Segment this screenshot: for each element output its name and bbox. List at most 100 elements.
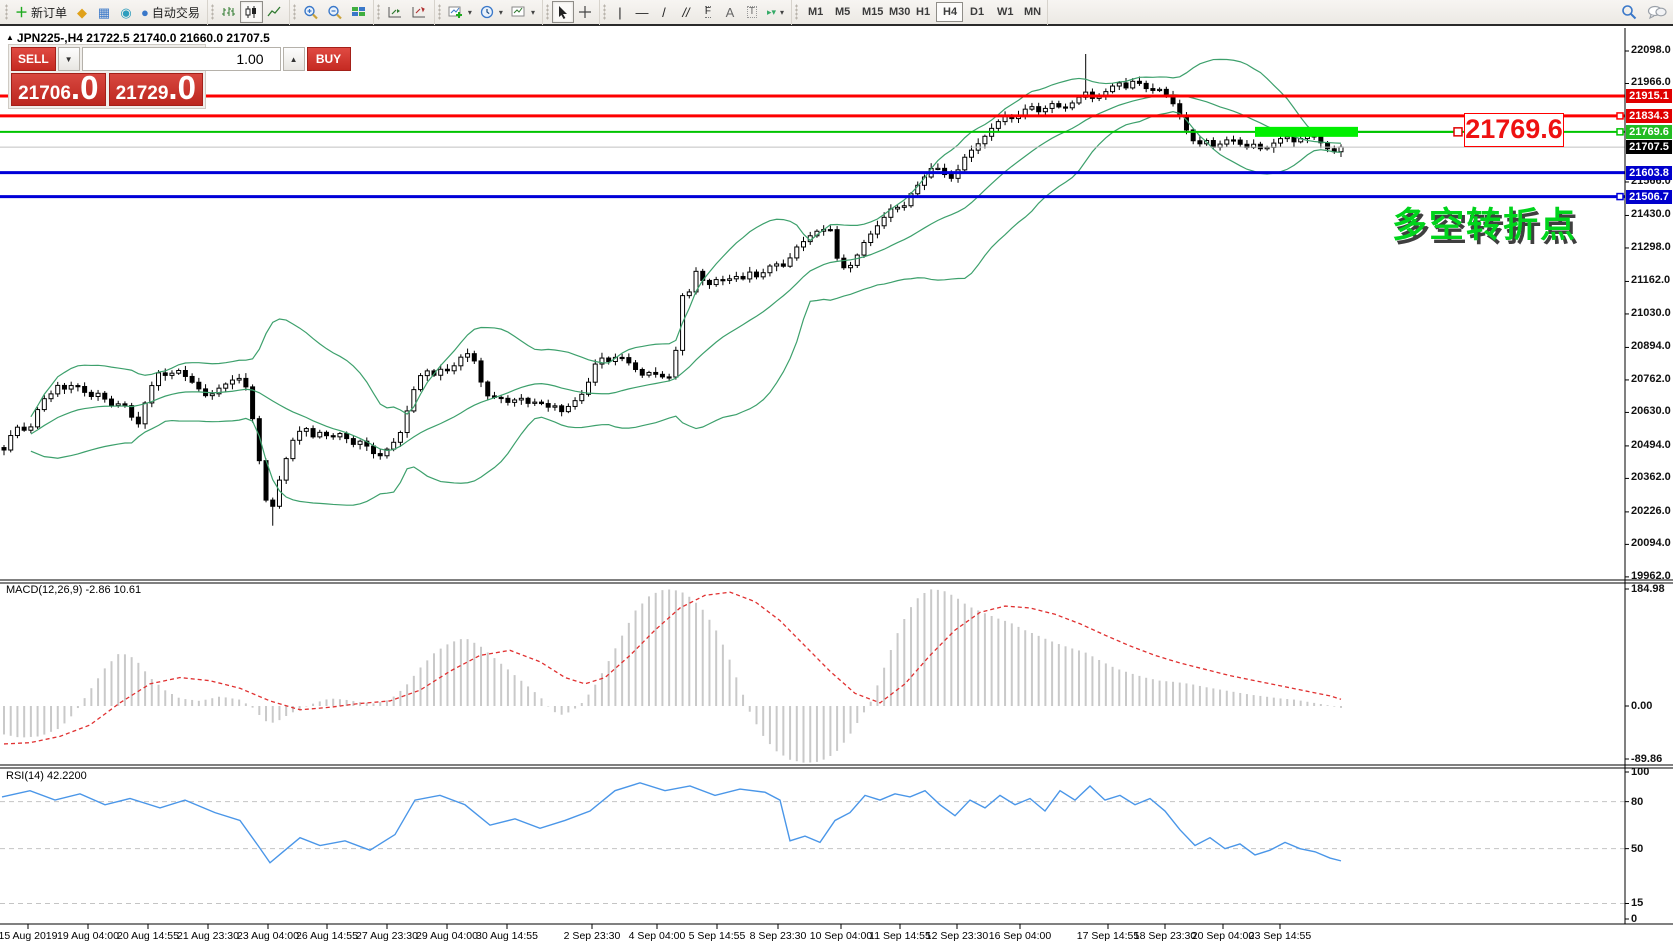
- macd-scale-label: -89.86: [1631, 753, 1663, 765]
- zoom-in-button[interactable]: [299, 1, 323, 23]
- crosshair-icon: [578, 6, 591, 18]
- price-level-badge: 21506.7: [1626, 189, 1672, 204]
- timeframe-m30-button[interactable]: M30: [882, 2, 910, 22]
- text-label-icon: T: [746, 6, 757, 18]
- time-axis-label: 16 Sep 04:00: [988, 930, 1052, 942]
- rsi-scale-label: 50: [1631, 842, 1644, 855]
- auto-scroll-button[interactable]: [383, 1, 407, 23]
- collapse-icon[interactable]: ▲: [6, 33, 14, 42]
- price-level-badge: 21769.6: [1626, 124, 1672, 139]
- candlestick-chart-button[interactable]: [239, 1, 263, 23]
- price-level-badge: 21834.3: [1626, 108, 1672, 123]
- rsi-scale-label: 15: [1631, 897, 1644, 910]
- timeframe-m1-button[interactable]: M1: [801, 2, 828, 22]
- tile-windows-icon: [351, 7, 365, 16]
- timeframe-h4-button[interactable]: H4: [936, 2, 964, 22]
- time-axis-label: 8 Sep 23:30: [749, 930, 807, 942]
- toolbar-group-chart-type: [208, 0, 290, 25]
- rsi-pane: [0, 782, 1625, 904]
- toolbar-group-timeframes: M1 M5 M15 M30 H1 H4 D1 W1 MN: [792, 0, 1049, 25]
- horizontal-line-icon: —: [635, 4, 649, 20]
- signals-button[interactable]: ◉: [115, 1, 137, 23]
- templates-button[interactable]: ▾: [507, 1, 539, 23]
- time-axis-label: 29 Aug 04:00: [416, 930, 478, 942]
- price-tick-label: 20894.0: [1631, 340, 1671, 353]
- price-callout-label[interactable]: 21769.6: [1464, 113, 1564, 147]
- volume-input[interactable]: [81, 47, 281, 71]
- volume-up-button[interactable]: ▲: [282, 47, 305, 71]
- toolbar: ＋ 新订单 ◆ ▦ ◉ ● 自动交易: [0, 0, 1673, 26]
- arrows-button[interactable]: ▸▾ ▾: [763, 1, 788, 23]
- price-tick-label: 20762.0: [1631, 372, 1671, 385]
- text-label-button[interactable]: T: [741, 1, 763, 23]
- timeframe-h1-button[interactable]: H1: [909, 2, 936, 22]
- time-axis-label: 15 Aug 2019: [0, 930, 58, 942]
- cursor-button[interactable]: [551, 1, 574, 23]
- horizontal-line-button[interactable]: —: [631, 1, 653, 23]
- autotrade-button[interactable]: ● 自动交易: [137, 1, 204, 23]
- price-tick-label: 21966.0: [1631, 76, 1671, 89]
- new-order-icon: ＋: [15, 4, 29, 20]
- vertical-line-icon: |: [618, 4, 622, 20]
- price-tick-label: 21162.0: [1631, 274, 1671, 287]
- templates-icon: [511, 6, 525, 17]
- add-indicator-icon: [448, 6, 462, 18]
- line-chart-button[interactable]: [263, 1, 286, 23]
- signals-icon: ◉: [120, 4, 132, 20]
- auto-scroll-icon: [388, 7, 401, 18]
- sell-price-main: 21706: [18, 83, 71, 104]
- timeframe-m15-button[interactable]: M15: [855, 2, 883, 22]
- channel-button[interactable]: //: [675, 1, 697, 23]
- price-tick-label: 21430.0: [1631, 208, 1671, 221]
- new-order-button[interactable]: ＋ 新订单: [11, 1, 71, 23]
- bull-bear-turning-point-annotation[interactable]: 多空转折点: [1392, 206, 1578, 245]
- timeframe-w1-button[interactable]: W1: [990, 2, 1017, 22]
- periods-caret: ▾: [498, 7, 503, 17]
- price-tick-label: 20094.0: [1631, 537, 1671, 550]
- navigator-button[interactable]: ▦: [93, 1, 115, 23]
- trendline-icon: /: [662, 4, 666, 20]
- chat-icon[interactable]: [1647, 5, 1667, 20]
- chart-shift-button[interactable]: [407, 1, 431, 23]
- buy-price-main: 21729: [115, 83, 169, 104]
- market-watch-button[interactable]: ◆: [71, 1, 93, 23]
- rsi-scale-label: 80: [1631, 795, 1644, 808]
- timeframe-d1-button[interactable]: D1: [963, 2, 990, 22]
- volume-down-button[interactable]: ▼: [57, 47, 80, 71]
- sell-price-button[interactable]: 21706 .0: [11, 71, 106, 106]
- buy-button[interactable]: BUY: [306, 47, 351, 71]
- toolbar-group-cursor: [543, 0, 600, 25]
- tile-windows-button[interactable]: [347, 1, 370, 23]
- trendline-button[interactable]: /: [653, 1, 675, 23]
- time-axis-label: 11 Sep 14:55: [869, 930, 931, 942]
- macd-scale-label: 184.98: [1631, 583, 1665, 595]
- bar-chart-button[interactable]: [217, 1, 240, 23]
- toolbar-group-profiles: [374, 0, 435, 25]
- vertical-line-button[interactable]: |: [609, 1, 631, 23]
- sell-button[interactable]: SELL: [11, 47, 56, 71]
- market-watch-icon: ◆: [77, 4, 88, 20]
- periods-button[interactable]: ▾: [476, 1, 507, 23]
- zoom-out-button[interactable]: [323, 1, 347, 23]
- fibonacci-button[interactable]: F: [697, 1, 719, 23]
- timeframe-mn-button[interactable]: MN: [1017, 2, 1044, 22]
- price-tick-label: 21030.0: [1631, 306, 1671, 319]
- buy-price-button[interactable]: 21729 .0: [108, 71, 203, 106]
- time-axis-label: 4 Sep 04:00: [628, 930, 686, 942]
- time-axis-label: 26 Aug 14:55: [296, 930, 358, 942]
- toolbar-group-objects: | — / // F A T ▸▾ ▾: [600, 0, 793, 25]
- bar-chart-icon: [221, 7, 235, 16]
- chart-title-text: JPN225-,H4 21722.5 21740.0 21660.0 21707…: [16, 31, 270, 45]
- text-button[interactable]: A: [719, 1, 741, 23]
- templates-caret: ▾: [530, 7, 535, 17]
- arrows-icon: ▸▾: [766, 6, 776, 17]
- timeframe-m5-button[interactable]: M5: [828, 2, 855, 22]
- add-indicator-button[interactable]: ▾: [444, 1, 476, 23]
- search-icon[interactable]: [1621, 4, 1637, 20]
- crosshair-button[interactable]: [574, 1, 596, 23]
- time-axis-label: 21 Aug 23:30: [177, 930, 239, 942]
- price-tick-label: 21298.0: [1631, 240, 1671, 253]
- candlestick-chart-icon: [245, 6, 256, 18]
